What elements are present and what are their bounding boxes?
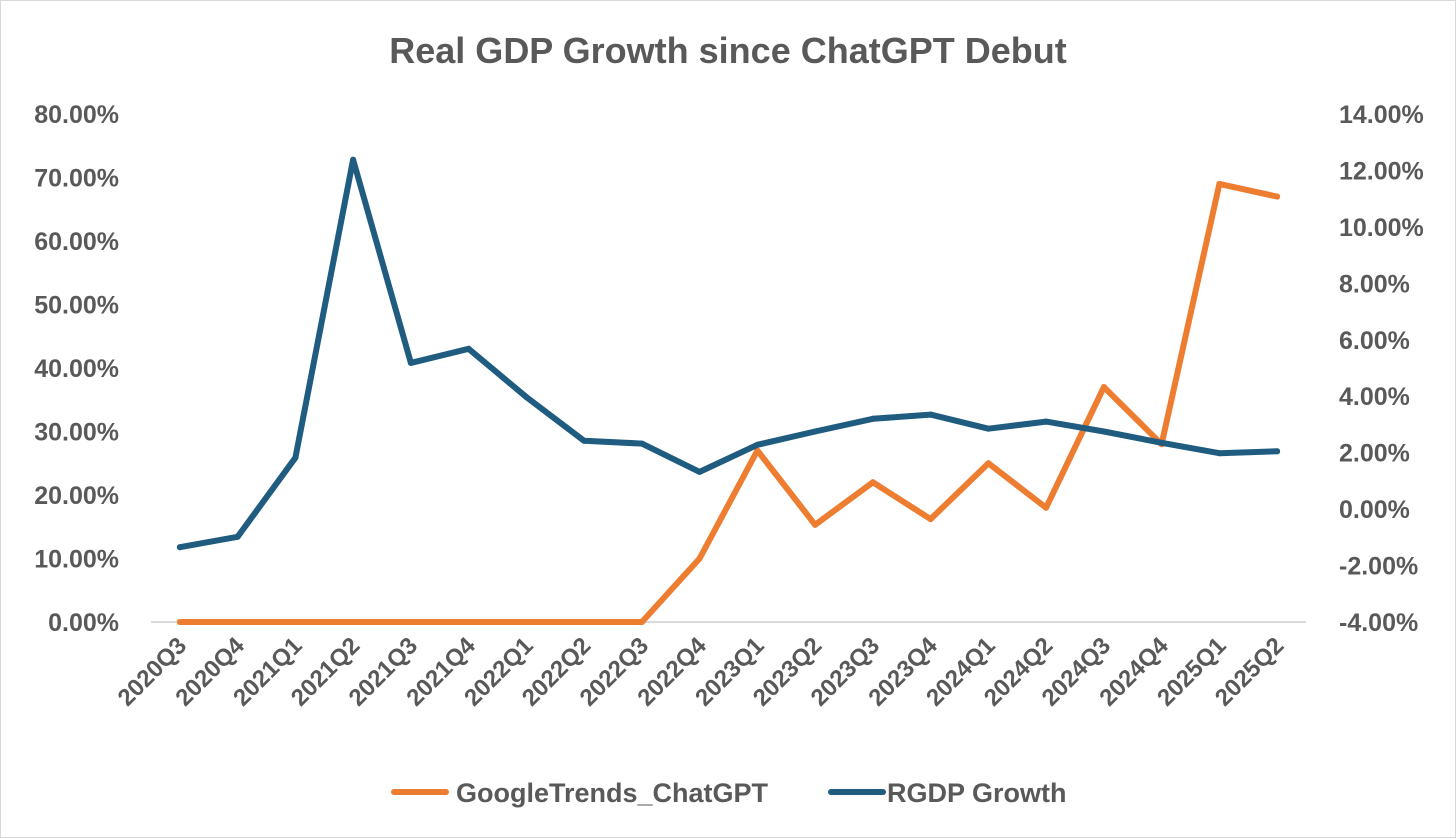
series-1 [176, 180, 1281, 625]
data-point [638, 619, 645, 625]
legend[interactable]: GoogleTrends_ChatGPT RGDP Growth [391, 778, 1067, 808]
right-y-tick-label: 12.00% [1339, 157, 1424, 185]
data-point [754, 447, 761, 454]
left-y-tick-label: 20.00% [34, 482, 119, 510]
left-y-tick-label: 60.00% [34, 228, 119, 256]
data-point [812, 521, 819, 528]
chart-title: Real GDP Growth since ChatGPT Debut [389, 30, 1066, 71]
data-point [1216, 450, 1223, 457]
left-y-axis: 0.00% 10.00% 20.00% 30.00% 40.00% 50.00% 60.00… [34, 101, 119, 637]
data-point [234, 619, 241, 625]
data-point [176, 619, 183, 625]
data-point [176, 544, 183, 551]
right-y-tick-label: 6.00% [1339, 327, 1410, 355]
right-y-tick-label: -4.00% [1339, 609, 1418, 637]
data-point [1100, 384, 1107, 391]
legend-label: GoogleTrends_ChatGPT [456, 778, 769, 808]
data-point [985, 460, 992, 467]
data-point [696, 555, 703, 562]
series-layer [176, 156, 1281, 625]
data-point [985, 425, 992, 432]
data-point [1274, 193, 1281, 200]
left-y-tick-label: 0.00% [48, 609, 119, 637]
legend-label: RGDP Growth [887, 778, 1067, 808]
data-point [350, 619, 357, 625]
right-y-tick-label: -2.00% [1339, 553, 1418, 581]
data-point [465, 619, 472, 625]
right-y-tick-label: 8.00% [1339, 270, 1410, 298]
data-point [523, 394, 530, 401]
left-y-tick-label: 40.00% [34, 355, 119, 383]
right-y-axis: -4.00% -2.00% 0.00% 2.00% 4.00% 6.00% 8.00% 10.… [1339, 101, 1424, 637]
data-point [292, 619, 299, 625]
data-point [1043, 504, 1050, 511]
data-point [234, 533, 241, 540]
left-y-tick-label: 80.00% [34, 101, 119, 129]
left-y-tick-label: 10.00% [34, 546, 119, 574]
right-y-tick-label: 0.00% [1339, 496, 1410, 524]
data-point [1100, 428, 1107, 435]
data-point [927, 516, 934, 523]
right-y-tick-label: 2.00% [1339, 440, 1410, 468]
data-point [812, 428, 819, 435]
right-y-tick-label: 4.00% [1339, 383, 1410, 411]
series-line [176, 156, 1281, 551]
data-point [754, 441, 761, 448]
data-point [869, 415, 876, 422]
data-point [696, 468, 703, 475]
data-point [927, 411, 934, 418]
data-point [350, 156, 357, 163]
data-point [407, 619, 414, 625]
left-y-tick-label: 70.00% [34, 165, 119, 193]
data-point [581, 619, 588, 625]
data-point [523, 619, 530, 625]
data-point [1274, 448, 1281, 455]
data-point [869, 479, 876, 486]
data-point [638, 440, 645, 447]
data-point [581, 437, 588, 444]
data-point [1158, 439, 1165, 446]
series-line [176, 180, 1281, 625]
right-y-tick-label: 14.00% [1339, 101, 1424, 129]
data-point [1216, 180, 1223, 187]
left-y-tick-label: 50.00% [34, 292, 119, 320]
data-point [292, 454, 299, 461]
right-y-tick-label: 10.00% [1339, 214, 1424, 242]
series-2 [176, 156, 1281, 551]
legend-item[interactable]: GoogleTrends_ChatGPT [391, 778, 769, 808]
data-point [407, 359, 414, 366]
data-point [465, 345, 472, 352]
legend-item[interactable]: RGDP Growth [828, 778, 1067, 808]
data-point [1043, 418, 1050, 425]
left-y-tick-label: 30.00% [34, 419, 119, 447]
x-axis: 2020Q32020Q42021Q12021Q22021Q32021Q42022… [113, 632, 1290, 712]
